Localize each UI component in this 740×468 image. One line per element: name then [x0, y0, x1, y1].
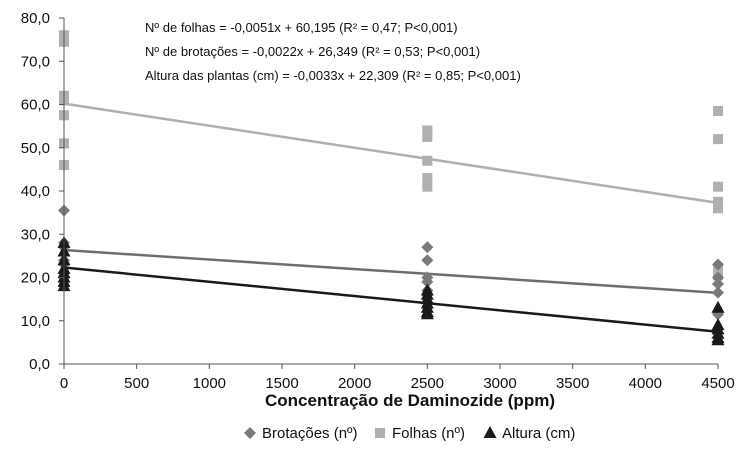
data-point [712, 286, 724, 299]
legend-marker [244, 427, 256, 439]
data-point [422, 155, 433, 166]
data-point [711, 333, 725, 346]
plot-area: 0 500 1000 1500 2000 2500 3000 3500 4000 4500 0,0… [21, 10, 735, 392]
data-point [422, 181, 433, 192]
y-axis-ticks: 0,0 10,0 20,0 30,0 40,0 50,0 60,0 70,0 80,0 [21, 10, 64, 373]
x-tick-label: 3500 [556, 375, 589, 392]
data-point [420, 307, 434, 320]
x-axis-ticks: 0 500 1000 1500 2000 2500 3000 3500 4000 4500 [60, 364, 735, 392]
data-point [713, 105, 723, 116]
equation-brotacoes: Nº de brotações = -0,0022x + 26,349 (R² … [145, 44, 480, 59]
y-tick-label: 70,0 [21, 53, 50, 70]
trend-lines [63, 102, 719, 333]
equation-folhas: Nº de folhas = -0,0051x + 60,195 (R² = 0… [145, 20, 458, 35]
y-tick-label: 0,0 [29, 356, 50, 373]
data-point [422, 173, 433, 184]
trend-line [63, 102, 719, 205]
y-tick-label: 50,0 [21, 140, 50, 157]
y-tick-label: 60,0 [21, 97, 50, 114]
y-tick-label: 40,0 [21, 183, 50, 200]
data-point [422, 131, 433, 142]
data-point [712, 277, 724, 290]
legend-label: Brotações (nº) [262, 425, 358, 442]
equation-altura: Altura das plantas (cm) = -0,0033x + 22,… [145, 68, 521, 83]
y-tick-label: 30,0 [21, 226, 50, 243]
legend-label: Altura (cm) [502, 425, 575, 442]
y-tick-label: 10,0 [21, 313, 50, 330]
x-tick-label: 2000 [338, 375, 371, 392]
x-tick-label: 3000 [483, 375, 516, 392]
x-tick-label: 2500 [411, 375, 444, 392]
legend-marker [483, 426, 497, 438]
trend-line [63, 248, 719, 295]
legend-label: Folhas (nº) [392, 425, 465, 442]
x-tick-label: 4500 [701, 375, 734, 392]
data-point [712, 258, 724, 271]
data-point [422, 125, 433, 136]
legend-marker [375, 428, 385, 438]
x-tick-label: 1000 [193, 375, 226, 392]
data-point [712, 271, 724, 284]
data-point [713, 196, 723, 207]
data-point [713, 203, 723, 214]
data-point [713, 181, 723, 192]
y-tick-label: 80,0 [21, 10, 50, 27]
data-point [713, 134, 723, 145]
legend: Brotações (nº) Folhas (nº) Altura (cm) [244, 425, 575, 442]
data-point [421, 241, 434, 254]
y-tick-label: 20,0 [21, 270, 50, 287]
x-tick-label: 1500 [265, 375, 298, 392]
x-axis-title: Concentração de Daminozide (ppm) [265, 391, 555, 410]
regression-equations: Nº de folhas = -0,0051x + 60,195 (R² = 0… [145, 20, 521, 83]
x-tick-label: 4000 [629, 375, 662, 392]
data-point [421, 275, 434, 288]
trend-line [63, 266, 719, 333]
data-point [711, 300, 725, 313]
x-tick-label: 500 [124, 375, 149, 392]
x-tick-label: 0 [60, 375, 68, 392]
data-point [421, 254, 434, 267]
